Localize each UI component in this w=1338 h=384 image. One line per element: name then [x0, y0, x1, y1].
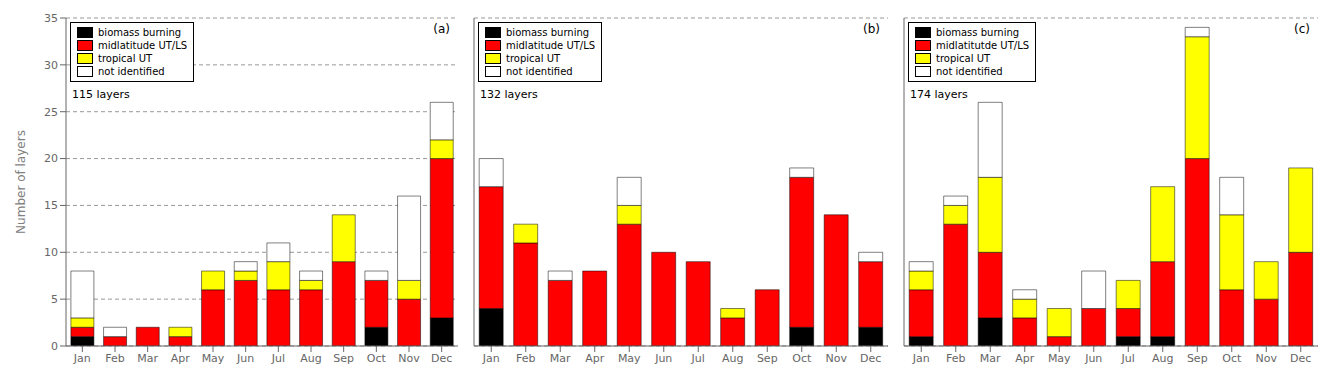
svg-text:May: May	[202, 352, 225, 365]
svg-text:Jan: Jan	[912, 352, 930, 365]
svg-text:Sep: Sep	[1187, 352, 1208, 365]
html-text:115 layers: 115 layers	[72, 88, 130, 101]
html-text:tropical UT: tropical UT	[506, 53, 561, 64]
html-text:not identified: not identified	[506, 66, 573, 77]
html-text:biomass burning: biomass burning	[936, 27, 1020, 38]
svg-text:Apr: Apr	[1015, 352, 1035, 365]
svg-text:Dec: Dec	[860, 352, 881, 365]
svg-text:Nov: Nov	[398, 352, 420, 365]
svg-text:Nov: Nov	[1256, 352, 1278, 365]
svg-text:Apr: Apr	[171, 352, 191, 365]
svg-text:Dec: Dec	[1290, 352, 1311, 365]
html-text:tropical UT: tropical UT	[936, 53, 991, 64]
html-text:(b): (b)	[863, 22, 880, 36]
svg-text:Jul: Jul	[1121, 352, 1135, 365]
svg-text:Oct: Oct	[792, 352, 812, 365]
html-text:biomass burning: biomass burning	[98, 27, 182, 38]
html-text:midlatitude UT/LS: midlatitude UT/LS	[506, 40, 596, 51]
svg-text:Feb: Feb	[946, 352, 965, 365]
html-text:not identified: not identified	[936, 66, 1003, 77]
svg-text:Aug: Aug	[722, 352, 743, 365]
svg-text:Mar: Mar	[137, 352, 158, 365]
svg-text:Jan: Jan	[482, 352, 500, 365]
svg-text:15: 15	[44, 199, 58, 212]
html-text:(c): (c)	[1294, 22, 1310, 36]
svg-text:May: May	[618, 352, 641, 365]
svg-text:Oct: Oct	[1222, 352, 1242, 365]
svg-text:Number of layers: Number of layers	[14, 130, 28, 234]
svg-text:35: 35	[44, 12, 58, 25]
svg-text:Sep: Sep	[757, 352, 778, 365]
svg-text:0: 0	[51, 340, 58, 353]
svg-text:Oct: Oct	[367, 352, 387, 365]
svg-text:Aug: Aug	[300, 352, 321, 365]
svg-text:5: 5	[51, 293, 58, 306]
svg-text:Sep: Sep	[333, 352, 354, 365]
svg-text:25: 25	[44, 106, 58, 119]
svg-text:Nov: Nov	[826, 352, 848, 365]
svg-text:Feb: Feb	[105, 352, 124, 365]
html-text:(a): (a)	[433, 22, 450, 36]
html-text:midlatitude UT/LS: midlatitude UT/LS	[98, 40, 188, 51]
svg-text:Jul: Jul	[271, 352, 285, 365]
svg-text:10: 10	[44, 246, 58, 259]
html-text:132 layers: 132 layers	[480, 88, 538, 101]
html-text:not identified: not identified	[98, 66, 165, 77]
html-text:tropical UT: tropical UT	[98, 53, 153, 64]
svg-text:Apr: Apr	[585, 352, 605, 365]
html-text:midlatitutde UT/LS: midlatitutde UT/LS	[936, 40, 1029, 51]
svg-text:Jun: Jun	[654, 352, 672, 365]
svg-text:May: May	[1048, 352, 1071, 365]
svg-text:Jul: Jul	[691, 352, 705, 365]
svg-text:Mar: Mar	[550, 352, 571, 365]
svg-text:Mar: Mar	[980, 352, 1001, 365]
svg-text:Jun: Jun	[236, 352, 254, 365]
html-text:biomass burning: biomass burning	[506, 27, 590, 38]
svg-text:20: 20	[44, 152, 58, 165]
svg-text:Feb: Feb	[516, 352, 535, 365]
html-text:174 layers: 174 layers	[910, 88, 968, 101]
svg-text:Jan: Jan	[73, 352, 91, 365]
svg-text:Aug: Aug	[1152, 352, 1173, 365]
svg-text:30: 30	[44, 59, 58, 72]
svg-text:Jun: Jun	[1084, 352, 1102, 365]
svg-text:Dec: Dec	[431, 352, 452, 365]
